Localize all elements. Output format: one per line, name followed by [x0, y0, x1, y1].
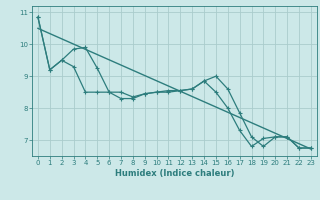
X-axis label: Humidex (Indice chaleur): Humidex (Indice chaleur)	[115, 169, 234, 178]
